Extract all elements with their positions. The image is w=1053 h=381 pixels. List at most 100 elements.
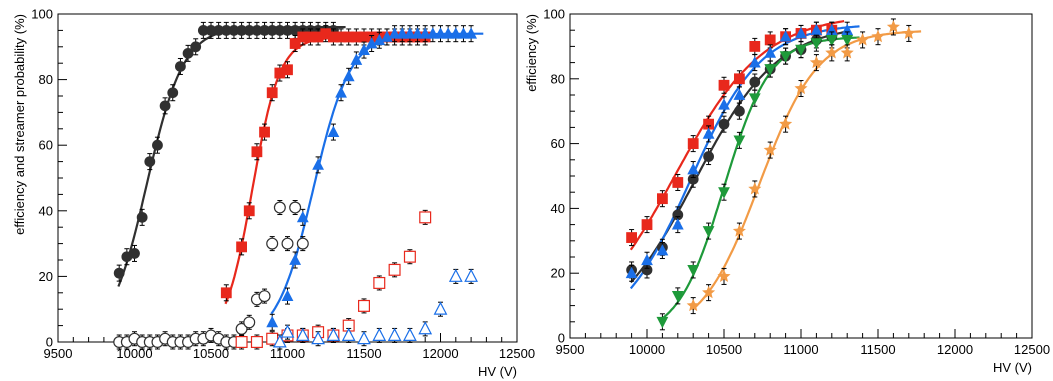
data-point <box>717 269 731 283</box>
data-point <box>372 327 387 341</box>
data-point <box>289 201 302 214</box>
data-point <box>718 187 730 199</box>
series-4-filled-star <box>686 18 916 315</box>
data-point <box>343 31 355 43</box>
data-point <box>281 289 294 301</box>
data-point <box>312 31 324 43</box>
data-point <box>764 34 776 46</box>
data-point <box>703 151 714 162</box>
data-point <box>779 51 792 63</box>
data-point <box>687 173 699 185</box>
x-tick-label: 12500 <box>1014 342 1050 357</box>
data-point <box>702 226 715 238</box>
data-point <box>289 38 301 49</box>
x-tick-label: 12000 <box>422 346 458 361</box>
data-point <box>442 27 455 39</box>
data-point <box>748 56 761 68</box>
data-point <box>305 31 316 43</box>
data-point <box>266 237 279 250</box>
data-point <box>810 23 823 36</box>
data-point <box>749 41 761 52</box>
data-point <box>871 29 885 43</box>
y-axis-label: efficiency (%) <box>524 14 539 92</box>
data-point <box>358 43 370 55</box>
data-point <box>426 27 439 39</box>
data-point <box>702 285 716 299</box>
series-1-filled-circle <box>626 28 838 279</box>
data-point <box>734 73 745 85</box>
data-point <box>748 93 761 105</box>
fit-curve <box>629 20 845 251</box>
data-point <box>350 31 362 43</box>
data-point <box>113 267 125 279</box>
data-point <box>388 27 401 39</box>
series-0-filled-square <box>626 21 838 247</box>
data-point <box>825 35 838 47</box>
data-point <box>250 336 263 349</box>
series-1-filled-square <box>220 25 431 302</box>
data-point <box>320 28 332 40</box>
data-point <box>274 67 286 79</box>
data-point <box>404 27 416 39</box>
data-point <box>289 253 302 265</box>
data-point <box>235 336 248 349</box>
data-point <box>335 31 347 43</box>
data-point <box>295 327 310 341</box>
x-axis-label: HV (V) <box>993 360 1032 375</box>
data-point <box>272 334 287 348</box>
data-point <box>311 331 325 345</box>
data-point <box>159 100 171 112</box>
data-point <box>328 31 339 43</box>
data-point <box>779 117 793 130</box>
data-point <box>641 219 653 230</box>
data-point <box>341 327 356 341</box>
data-point <box>763 143 777 156</box>
data-point <box>259 126 270 138</box>
y-tick-label: 20 <box>39 269 53 284</box>
data-point <box>228 25 240 36</box>
y-tick-label: 60 <box>551 136 565 151</box>
data-point <box>129 248 140 259</box>
data-point <box>825 23 838 36</box>
data-point <box>434 27 447 39</box>
data-point <box>672 177 684 188</box>
data-point <box>465 27 477 39</box>
x-tick-label: 11500 <box>860 342 895 357</box>
data-point <box>152 139 163 151</box>
data-point <box>419 27 432 39</box>
data-point <box>358 31 370 43</box>
data-point <box>251 25 263 36</box>
y-tick-label: 80 <box>39 72 53 87</box>
data-point <box>236 241 247 253</box>
y-tick-label: 20 <box>551 266 565 281</box>
data-point <box>411 27 424 39</box>
data-point <box>350 53 363 65</box>
x-tick-label: 10000 <box>116 346 152 361</box>
data-point <box>687 163 700 175</box>
series-0-filled-circle <box>113 21 339 282</box>
data-point <box>703 118 714 130</box>
data-point <box>197 25 209 36</box>
data-point <box>732 224 746 237</box>
chart-panel-left: 9500 10000 10500 11000 11500 12000 12500 0 20 40 6… <box>12 7 535 380</box>
data-point <box>387 327 402 341</box>
data-point <box>273 201 286 214</box>
y-tick-label: 40 <box>551 201 565 216</box>
data-point <box>686 298 700 312</box>
plot-frame <box>569 13 1033 339</box>
data-point <box>809 55 823 69</box>
data-point <box>764 64 777 76</box>
data-point <box>213 25 225 36</box>
data-point <box>296 210 309 223</box>
data-point <box>718 118 730 130</box>
data-point <box>418 321 433 335</box>
data-point <box>448 268 463 282</box>
data-point <box>449 27 462 39</box>
data-point <box>794 81 808 95</box>
data-point <box>205 25 217 36</box>
data-point <box>342 69 355 82</box>
data-point <box>825 45 839 59</box>
chart-panel-right: 9500 10000 10500 11000 11500 12000 12500 0 20 40 6… <box>524 7 1050 376</box>
y-tick-label: 60 <box>39 138 53 153</box>
data-point <box>335 86 347 98</box>
